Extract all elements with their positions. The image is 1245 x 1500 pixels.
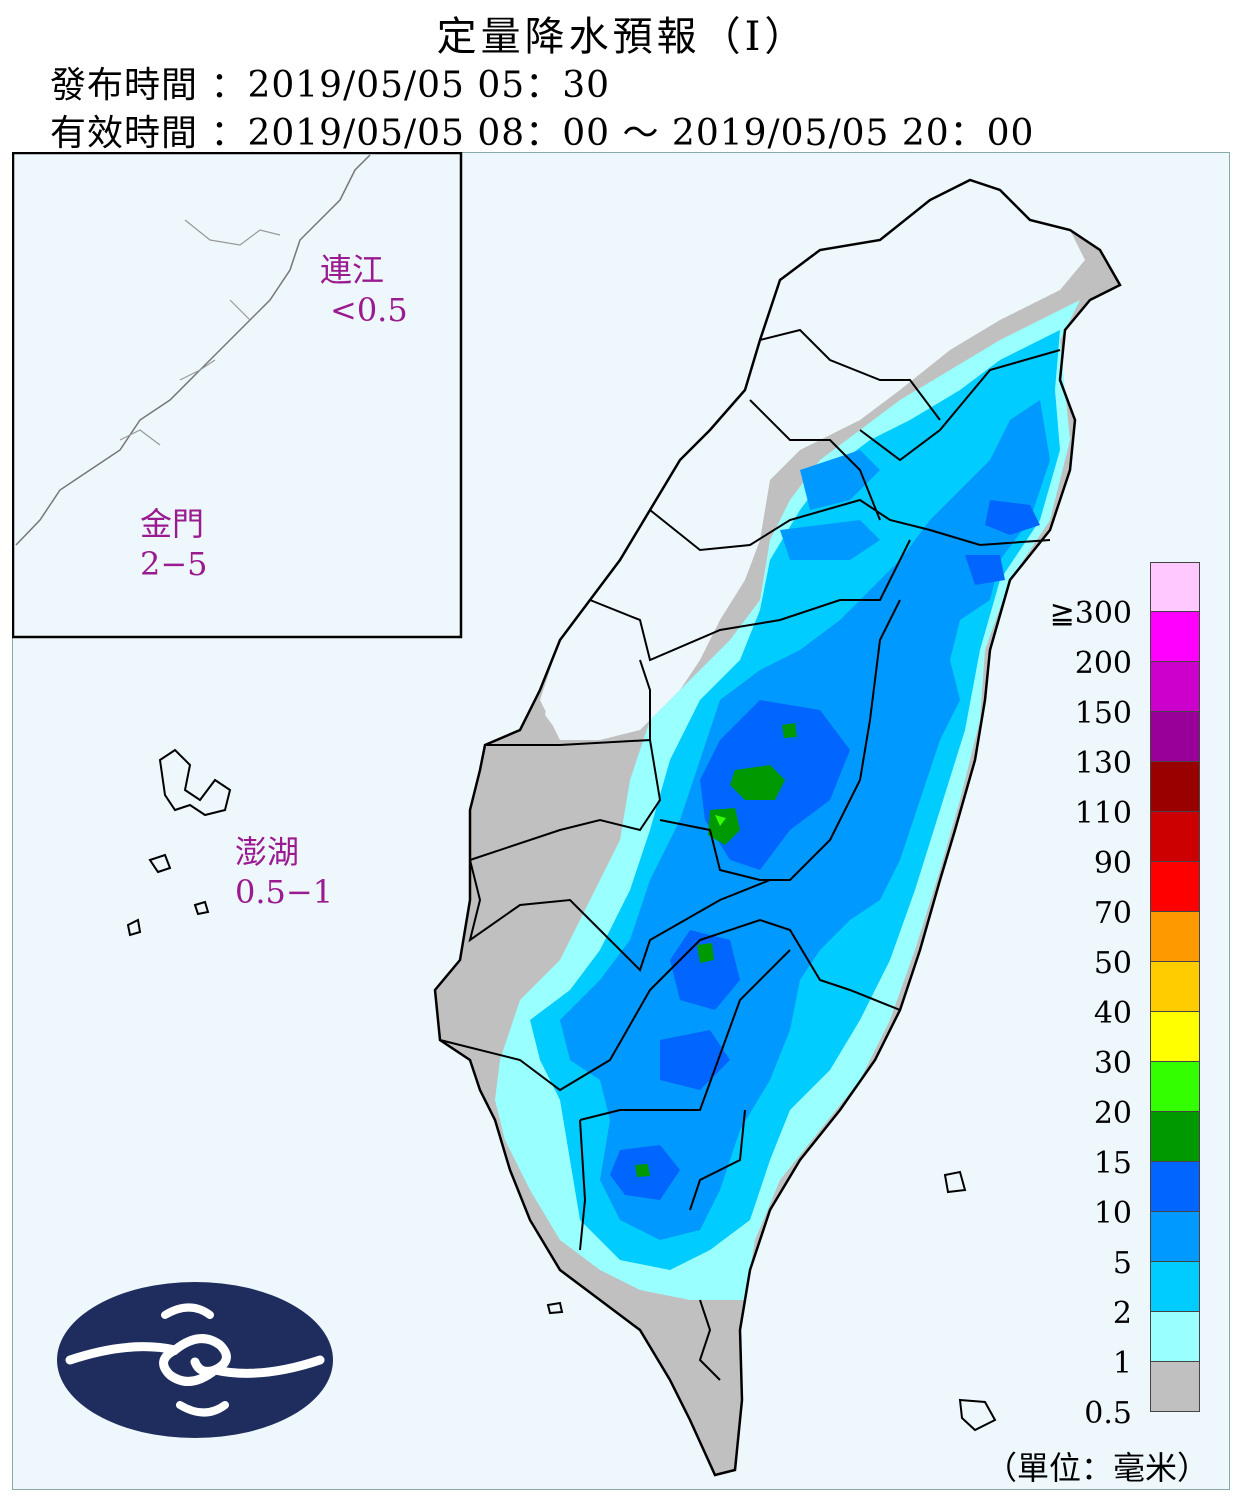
map-title: 定量降水預報（I）	[436, 14, 809, 60]
legend-label: 200	[1074, 646, 1132, 681]
legend-swatch	[1150, 1262, 1200, 1312]
valid-time-label: 有效時間	[50, 113, 199, 154]
kinmen-name: 金門	[140, 505, 205, 543]
legend-swatch	[1150, 1162, 1200, 1212]
inset-box	[12, 152, 463, 639]
rain-15-20mm-1	[730, 765, 785, 800]
legend-swatch	[1150, 862, 1200, 912]
legend-label: 150	[1074, 696, 1132, 731]
kinmen-value: 2−5	[140, 545, 208, 583]
inset-coastline-detail	[119, 219, 281, 446]
legend-label: 90	[1093, 846, 1132, 881]
penghu-name: 澎湖	[235, 833, 300, 871]
penghu-islands	[158, 748, 232, 817]
valid-time-value: ：2019/05/05 08：00 〜 2019/05/05 20：00	[210, 113, 1035, 154]
legend-swatch	[1150, 1312, 1200, 1362]
legend-label: 2	[1112, 1296, 1132, 1331]
issue-time-label: 發布時間	[50, 65, 199, 106]
legend-swatch	[1150, 962, 1200, 1012]
county-borders	[439, 328, 1061, 1381]
green-island	[943, 1170, 967, 1194]
rain-10-15mm-south	[610, 930, 740, 1200]
legend-swatch	[1150, 612, 1200, 662]
legend-label: 0.5	[1084, 1396, 1132, 1431]
matsu-label: 連江 <0.5	[320, 250, 408, 330]
legend-top-label: ≧300	[1049, 596, 1132, 631]
legend-swatch	[1150, 812, 1200, 862]
rain-10-15mm-east	[965, 500, 1040, 585]
legend-label: 40	[1093, 996, 1132, 1031]
liuqiu-island	[546, 1301, 564, 1315]
legend-swatch	[1150, 1112, 1200, 1162]
legend-label: 130	[1074, 746, 1132, 781]
legend-swatch	[1150, 762, 1200, 812]
kinmen-label: 金門 2−5	[140, 504, 208, 584]
legend-swatch	[1150, 662, 1200, 712]
taiwan-no-rain	[540, 180, 1085, 740]
taiwan-no-rain-spot	[545, 685, 610, 735]
issue-time-value: ：2019/05/05 05：30	[210, 65, 611, 106]
legend-swatch	[1150, 1012, 1200, 1062]
inset-coastline	[15, 154, 371, 546]
issue-time: 發布時間 ：2019/05/05 05：30	[50, 56, 610, 108]
rain-5-10mm-north	[780, 450, 880, 560]
penghu-label: 澎湖 0.5−1	[235, 832, 333, 912]
legend-swatch	[1150, 562, 1200, 612]
rain-15-20mm-2	[708, 808, 740, 845]
legend-label: 5	[1112, 1246, 1132, 1281]
legend-label: 110	[1074, 796, 1132, 831]
orchid-island	[958, 1398, 997, 1432]
rainfall-map	[12, 152, 1122, 1477]
legend-label: 15	[1093, 1146, 1132, 1181]
legend-label: 20	[1093, 1096, 1132, 1131]
legend-swatch	[1150, 712, 1200, 762]
legend-swatch	[1150, 1062, 1200, 1112]
legend-colorbar	[1150, 562, 1200, 1412]
matsu-value: <0.5	[330, 291, 408, 329]
legend-label: 50	[1093, 946, 1132, 981]
legend-swatch	[1150, 1362, 1200, 1412]
matsu-name: 連江	[320, 251, 385, 289]
penghu-small-islands	[126, 853, 210, 937]
rain-20-30mm	[715, 815, 726, 826]
legend-swatch	[1150, 1212, 1200, 1262]
penghu-value: 0.5−1	[235, 873, 334, 911]
legend-label: 30	[1093, 1046, 1132, 1081]
cwb-logo	[57, 1282, 333, 1438]
valid-time: 有效時間 ：2019/05/05 08：00 〜 2019/05/05 20：0…	[50, 104, 1034, 156]
legend-label: 1	[1112, 1346, 1132, 1381]
rain-5-10mm	[560, 400, 1050, 1240]
legend-label: 70	[1093, 896, 1132, 931]
legend-label: 10	[1093, 1196, 1132, 1231]
unit-label: （單位：毫米）	[985, 1449, 1210, 1487]
legend-swatch	[1150, 912, 1200, 962]
